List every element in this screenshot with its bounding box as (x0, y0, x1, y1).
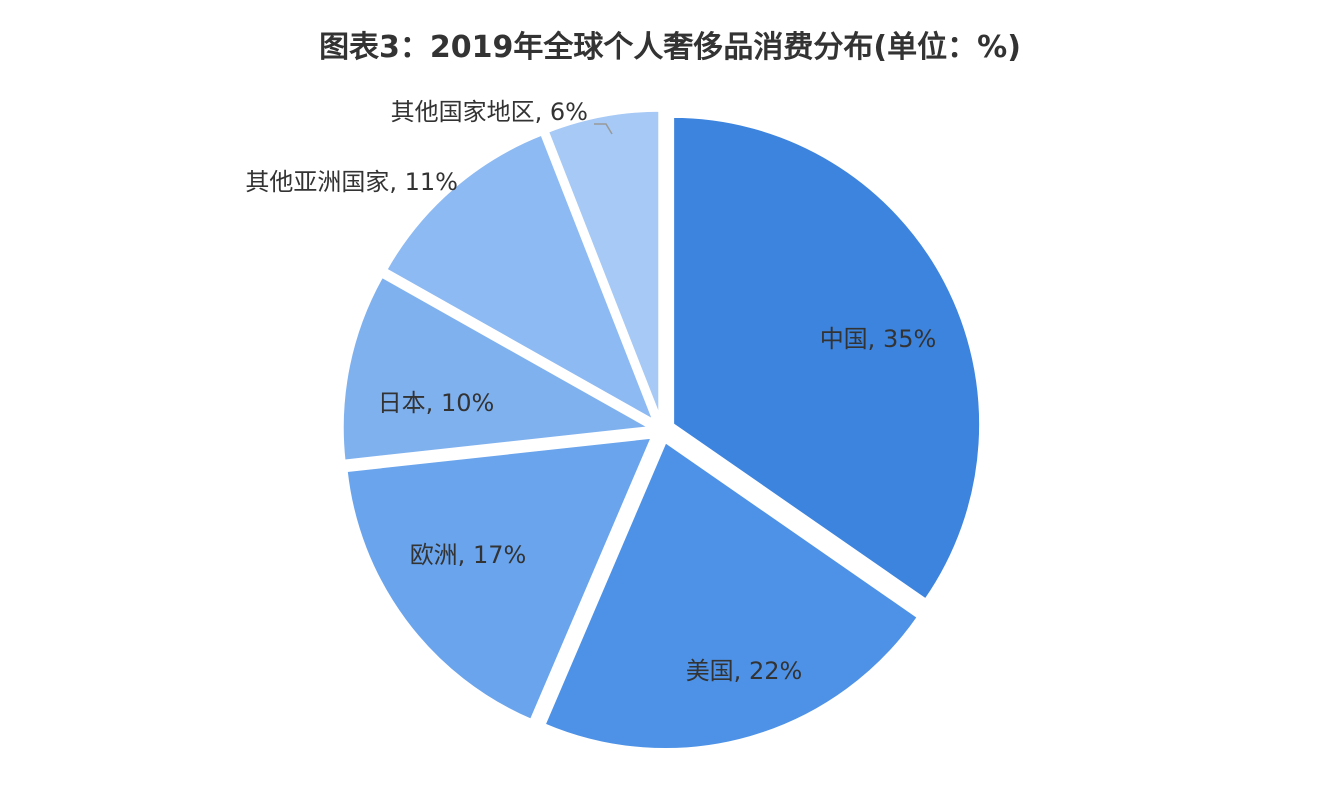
pie-labels: 中国, 35% 美国, 22% 欧洲, 17% 日本, 10% 其他亚洲国家, 11% 其… (245, 98, 936, 685)
pie-slices (340, 108, 983, 751)
leader-line (594, 123, 613, 135)
pie-slice-4 (383, 132, 658, 425)
slice-label-3: 日本, 10% (378, 389, 495, 417)
slice-label-1: 美国, 22% (686, 657, 803, 685)
slice-label-5: 其他国家地区, 6% (391, 98, 588, 126)
pie-slice-3 (340, 274, 656, 463)
slice-label-2: 欧洲, 17% (410, 541, 527, 569)
pie-slice-0 (671, 114, 983, 603)
chart-title: 图表3：2019年全球个人奢侈品消费分布(单位：%) (319, 30, 1021, 65)
slice-label-0: 中国, 35% (820, 325, 937, 353)
pie-slice-2 (344, 435, 655, 723)
pie-slice-1 (542, 439, 921, 751)
pie-slice-5 (545, 108, 662, 419)
slice-label-4: 其他亚洲国家, 11% (245, 168, 458, 196)
